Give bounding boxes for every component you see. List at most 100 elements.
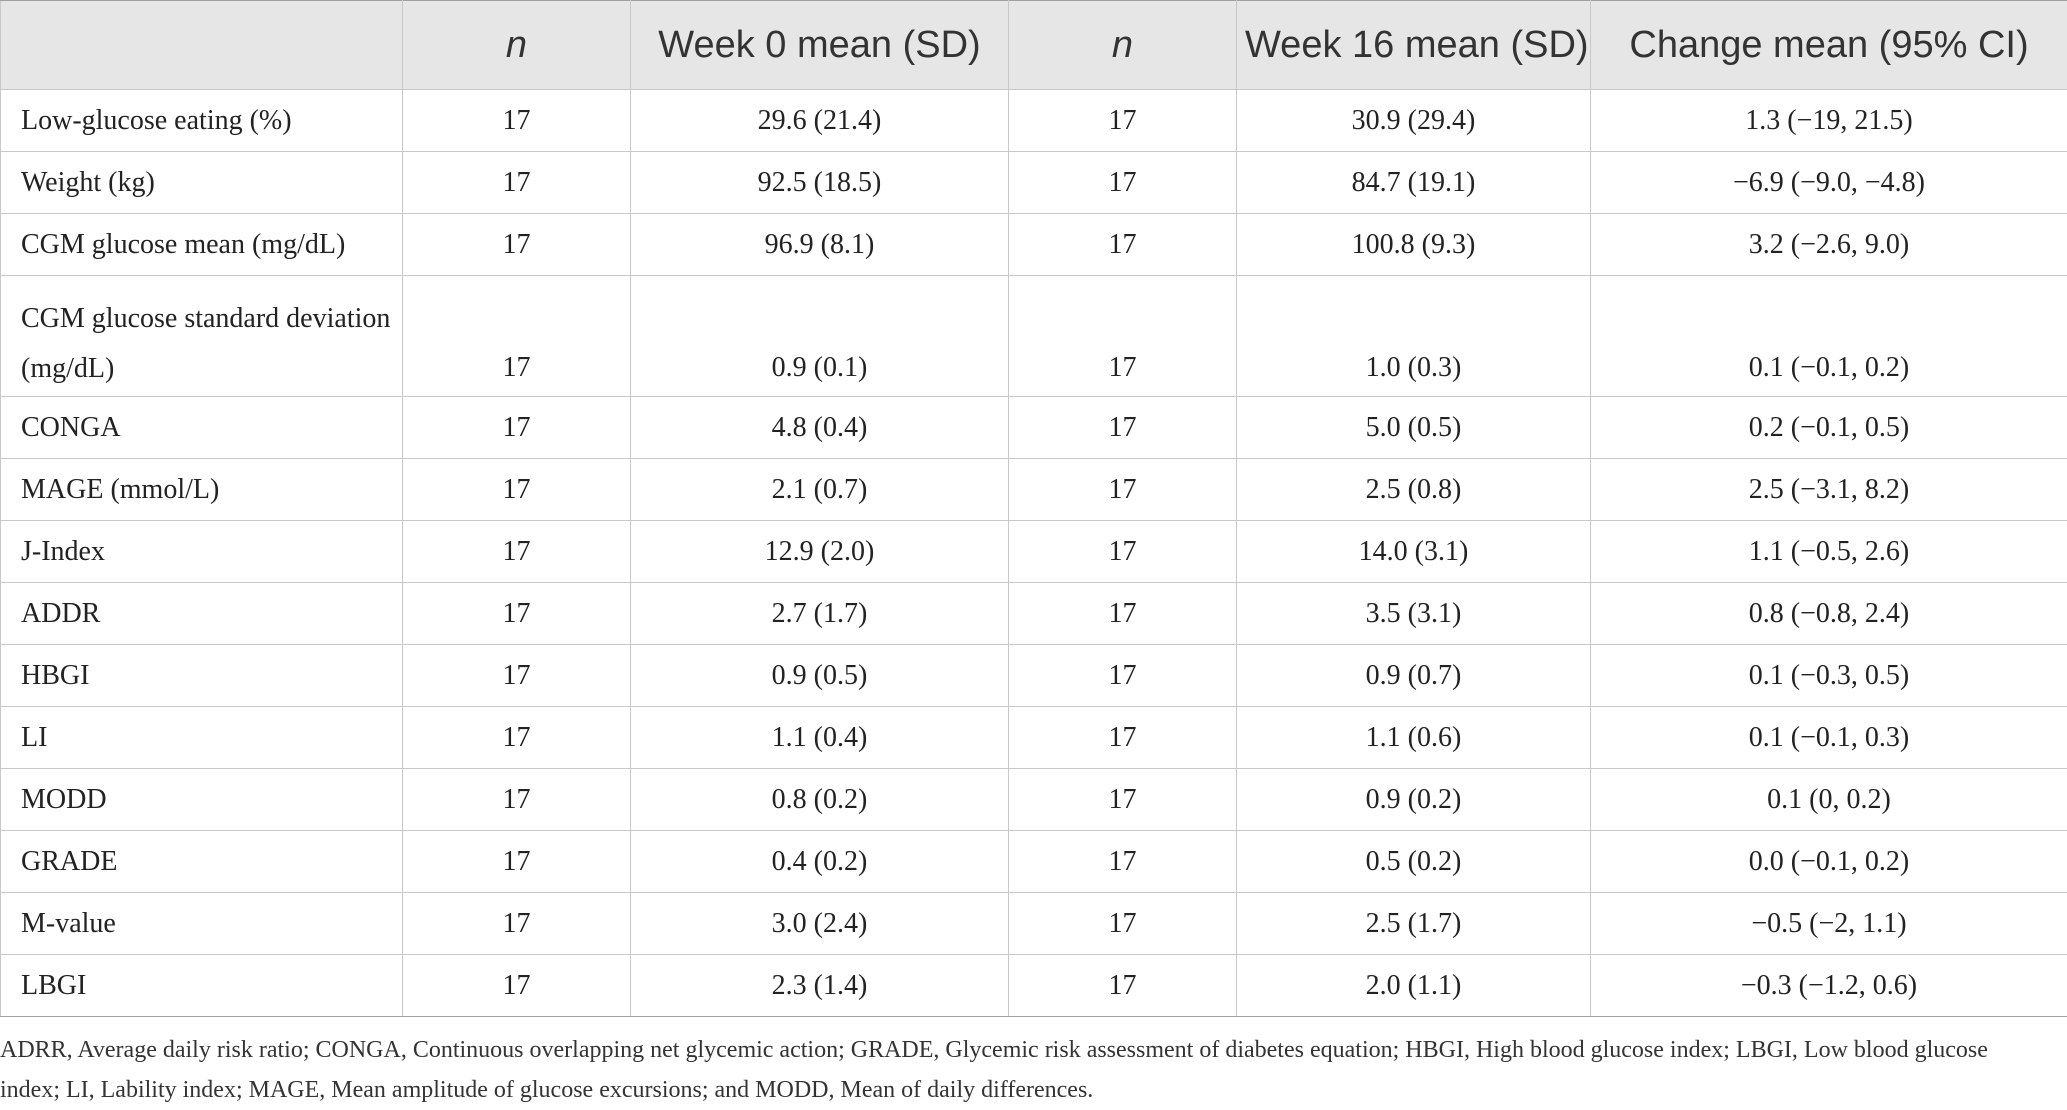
table-row: CGM glucose mean (mg/dL) 17 96.9 (8.1) 1… (1, 214, 2067, 276)
cell-change-mean: 0.1 (−0.3, 0.5) (1591, 645, 2067, 707)
cell-week0-mean: 4.8 (0.4) (631, 397, 1009, 459)
cell-n-week16: 17 (1009, 90, 1237, 152)
cell-n-week16: 17 (1009, 583, 1237, 645)
row-label: CGM glucose standard deviation (mg/dL) (1, 276, 403, 397)
cell-change-mean: 0.0 (−0.1, 0.2) (1591, 831, 2067, 893)
header-change-mean: Change mean (95% CI) (1591, 1, 2067, 90)
cell-n-week16: 17 (1009, 397, 1237, 459)
table-row: LBGI 17 2.3 (1.4) 17 2.0 (1.1) −0.3 (−1.… (1, 955, 2067, 1017)
cell-week0-mean: 0.4 (0.2) (631, 831, 1009, 893)
cell-n-week16: 17 (1009, 707, 1237, 769)
cell-week0-mean: 0.8 (0.2) (631, 769, 1009, 831)
table-row: Low-glucose eating (%) 17 29.6 (21.4) 17… (1, 90, 2067, 152)
cell-week16-mean: 0.5 (0.2) (1237, 831, 1591, 893)
cell-n-week0: 17 (403, 645, 631, 707)
cell-week16-mean: 30.9 (29.4) (1237, 90, 1591, 152)
cell-week16-mean: 100.8 (9.3) (1237, 214, 1591, 276)
cell-change-mean: 0.1 (−0.1, 0.3) (1591, 707, 2067, 769)
cell-n-week0: 17 (403, 831, 631, 893)
cell-week0-mean: 1.1 (0.4) (631, 707, 1009, 769)
cell-week0-mean: 96.9 (8.1) (631, 214, 1009, 276)
cell-change-mean: 1.3 (−19, 21.5) (1591, 90, 2067, 152)
row-label: MODD (1, 769, 403, 831)
cell-week16-mean: 1.0 (0.3) (1237, 276, 1591, 397)
cell-change-mean: 0.1 (0, 0.2) (1591, 769, 2067, 831)
cell-change-mean: 2.5 (−3.1, 8.2) (1591, 459, 2067, 521)
table-row: HBGI 17 0.9 (0.5) 17 0.9 (0.7) 0.1 (−0.3… (1, 645, 2067, 707)
header-week16-mean: Week 16 mean (SD) (1237, 1, 1591, 90)
table-header-row: n Week 0 mean (SD) n Week 16 mean (SD) C… (1, 1, 2067, 90)
cell-n-week16: 17 (1009, 769, 1237, 831)
cell-week16-mean: 0.9 (0.7) (1237, 645, 1591, 707)
row-label: CONGA (1, 397, 403, 459)
table-row: LI 17 1.1 (0.4) 17 1.1 (0.6) 0.1 (−0.1, … (1, 707, 2067, 769)
cell-n-week16: 17 (1009, 893, 1237, 955)
cell-n-week0: 17 (403, 276, 631, 397)
cell-n-week16: 17 (1009, 152, 1237, 214)
cell-week16-mean: 5.0 (0.5) (1237, 397, 1591, 459)
table-row: CONGA 17 4.8 (0.4) 17 5.0 (0.5) 0.2 (−0.… (1, 397, 2067, 459)
cell-n-week0: 17 (403, 459, 631, 521)
cell-change-mean: 0.2 (−0.1, 0.5) (1591, 397, 2067, 459)
table-row: Weight (kg) 17 92.5 (18.5) 17 84.7 (19.1… (1, 152, 2067, 214)
cell-week0-mean: 2.7 (1.7) (631, 583, 1009, 645)
header-n-week0: n (403, 1, 631, 90)
cell-n-week0: 17 (403, 583, 631, 645)
cell-week16-mean: 2.5 (0.8) (1237, 459, 1591, 521)
header-n-week16: n (1009, 1, 1237, 90)
table-footnote: ADRR, Average daily risk ratio; CONGA, C… (0, 1030, 2050, 1110)
row-label: Low-glucose eating (%) (1, 90, 403, 152)
results-table-container: n Week 0 mean (SD) n Week 16 mean (SD) C… (0, 0, 2067, 1017)
cell-n-week0: 17 (403, 707, 631, 769)
cell-change-mean: 1.1 (−0.5, 2.6) (1591, 521, 2067, 583)
cell-week16-mean: 14.0 (3.1) (1237, 521, 1591, 583)
cell-change-mean: 0.8 (−0.8, 2.4) (1591, 583, 2067, 645)
cell-n-week0: 17 (403, 152, 631, 214)
cell-n-week0: 17 (403, 397, 631, 459)
header-week0-mean: Week 0 mean (SD) (631, 1, 1009, 90)
cell-n-week16: 17 (1009, 276, 1237, 397)
cell-week0-mean: 0.9 (0.1) (631, 276, 1009, 397)
row-label: ADDR (1, 583, 403, 645)
cell-change-mean: 3.2 (−2.6, 9.0) (1591, 214, 2067, 276)
cell-week16-mean: 2.5 (1.7) (1237, 893, 1591, 955)
cell-change-mean: 0.1 (−0.1, 0.2) (1591, 276, 2067, 397)
cell-n-week0: 17 (403, 769, 631, 831)
table-row: J-Index 17 12.9 (2.0) 17 14.0 (3.1) 1.1 … (1, 521, 2067, 583)
results-table: n Week 0 mean (SD) n Week 16 mean (SD) C… (0, 0, 2067, 1017)
cell-week16-mean: 2.0 (1.1) (1237, 955, 1591, 1017)
cell-n-week0: 17 (403, 893, 631, 955)
cell-n-week0: 17 (403, 90, 631, 152)
table-row: CGM glucose standard deviation (mg/dL) 1… (1, 276, 2067, 397)
row-label: M-value (1, 893, 403, 955)
row-label: HBGI (1, 645, 403, 707)
cell-n-week0: 17 (403, 955, 631, 1017)
cell-week0-mean: 12.9 (2.0) (631, 521, 1009, 583)
cell-n-week16: 17 (1009, 831, 1237, 893)
cell-week16-mean: 84.7 (19.1) (1237, 152, 1591, 214)
row-label: MAGE (mmol/L) (1, 459, 403, 521)
cell-week0-mean: 3.0 (2.4) (631, 893, 1009, 955)
cell-change-mean: −0.5 (−2, 1.1) (1591, 893, 2067, 955)
cell-n-week16: 17 (1009, 955, 1237, 1017)
table-row: MAGE (mmol/L) 17 2.1 (0.7) 17 2.5 (0.8) … (1, 459, 2067, 521)
cell-week0-mean: 2.1 (0.7) (631, 459, 1009, 521)
row-label: CGM glucose mean (mg/dL) (1, 214, 403, 276)
cell-n-week16: 17 (1009, 459, 1237, 521)
cell-n-week0: 17 (403, 214, 631, 276)
cell-change-mean: −0.3 (−1.2, 0.6) (1591, 955, 2067, 1017)
row-label: LI (1, 707, 403, 769)
cell-week16-mean: 0.9 (0.2) (1237, 769, 1591, 831)
cell-week16-mean: 3.5 (3.1) (1237, 583, 1591, 645)
cell-week0-mean: 92.5 (18.5) (631, 152, 1009, 214)
cell-week0-mean: 2.3 (1.4) (631, 955, 1009, 1017)
cell-week16-mean: 1.1 (0.6) (1237, 707, 1591, 769)
cell-week0-mean: 0.9 (0.5) (631, 645, 1009, 707)
table-row: ADDR 17 2.7 (1.7) 17 3.5 (3.1) 0.8 (−0.8… (1, 583, 2067, 645)
row-label: GRADE (1, 831, 403, 893)
table-row: MODD 17 0.8 (0.2) 17 0.9 (0.2) 0.1 (0, 0… (1, 769, 2067, 831)
cell-n-week16: 17 (1009, 521, 1237, 583)
row-label: LBGI (1, 955, 403, 1017)
cell-change-mean: −6.9 (−9.0, −4.8) (1591, 152, 2067, 214)
row-label: Weight (kg) (1, 152, 403, 214)
